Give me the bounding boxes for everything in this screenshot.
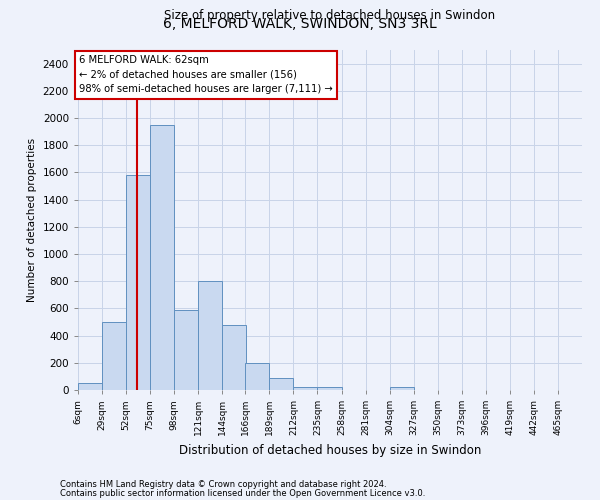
Text: Contains public sector information licensed under the Open Government Licence v3: Contains public sector information licen…	[60, 489, 425, 498]
X-axis label: Distribution of detached houses by size in Swindon: Distribution of detached houses by size …	[179, 444, 481, 456]
Bar	[222, 324, 247, 390]
Bar	[245, 364, 269, 390]
Bar	[317, 386, 341, 390]
Bar	[150, 125, 174, 390]
Bar	[102, 322, 126, 390]
Y-axis label: Number of detached properties: Number of detached properties	[27, 138, 37, 302]
Text: 6 MELFORD WALK: 62sqm
← 2% of detached houses are smaller (156)
98% of semi-deta: 6 MELFORD WALK: 62sqm ← 2% of detached h…	[79, 56, 333, 94]
Title: Size of property relative to detached houses in Swindon: Size of property relative to detached ho…	[164, 10, 496, 22]
Bar	[293, 386, 317, 390]
Bar	[389, 388, 413, 390]
Text: Contains HM Land Registry data © Crown copyright and database right 2024.: Contains HM Land Registry data © Crown c…	[60, 480, 386, 489]
Bar	[78, 383, 102, 390]
Bar	[126, 175, 150, 390]
Bar	[269, 378, 293, 390]
Bar	[198, 281, 222, 390]
Bar	[174, 310, 198, 390]
Text: 6, MELFORD WALK, SWINDON, SN3 3RL: 6, MELFORD WALK, SWINDON, SN3 3RL	[163, 18, 437, 32]
